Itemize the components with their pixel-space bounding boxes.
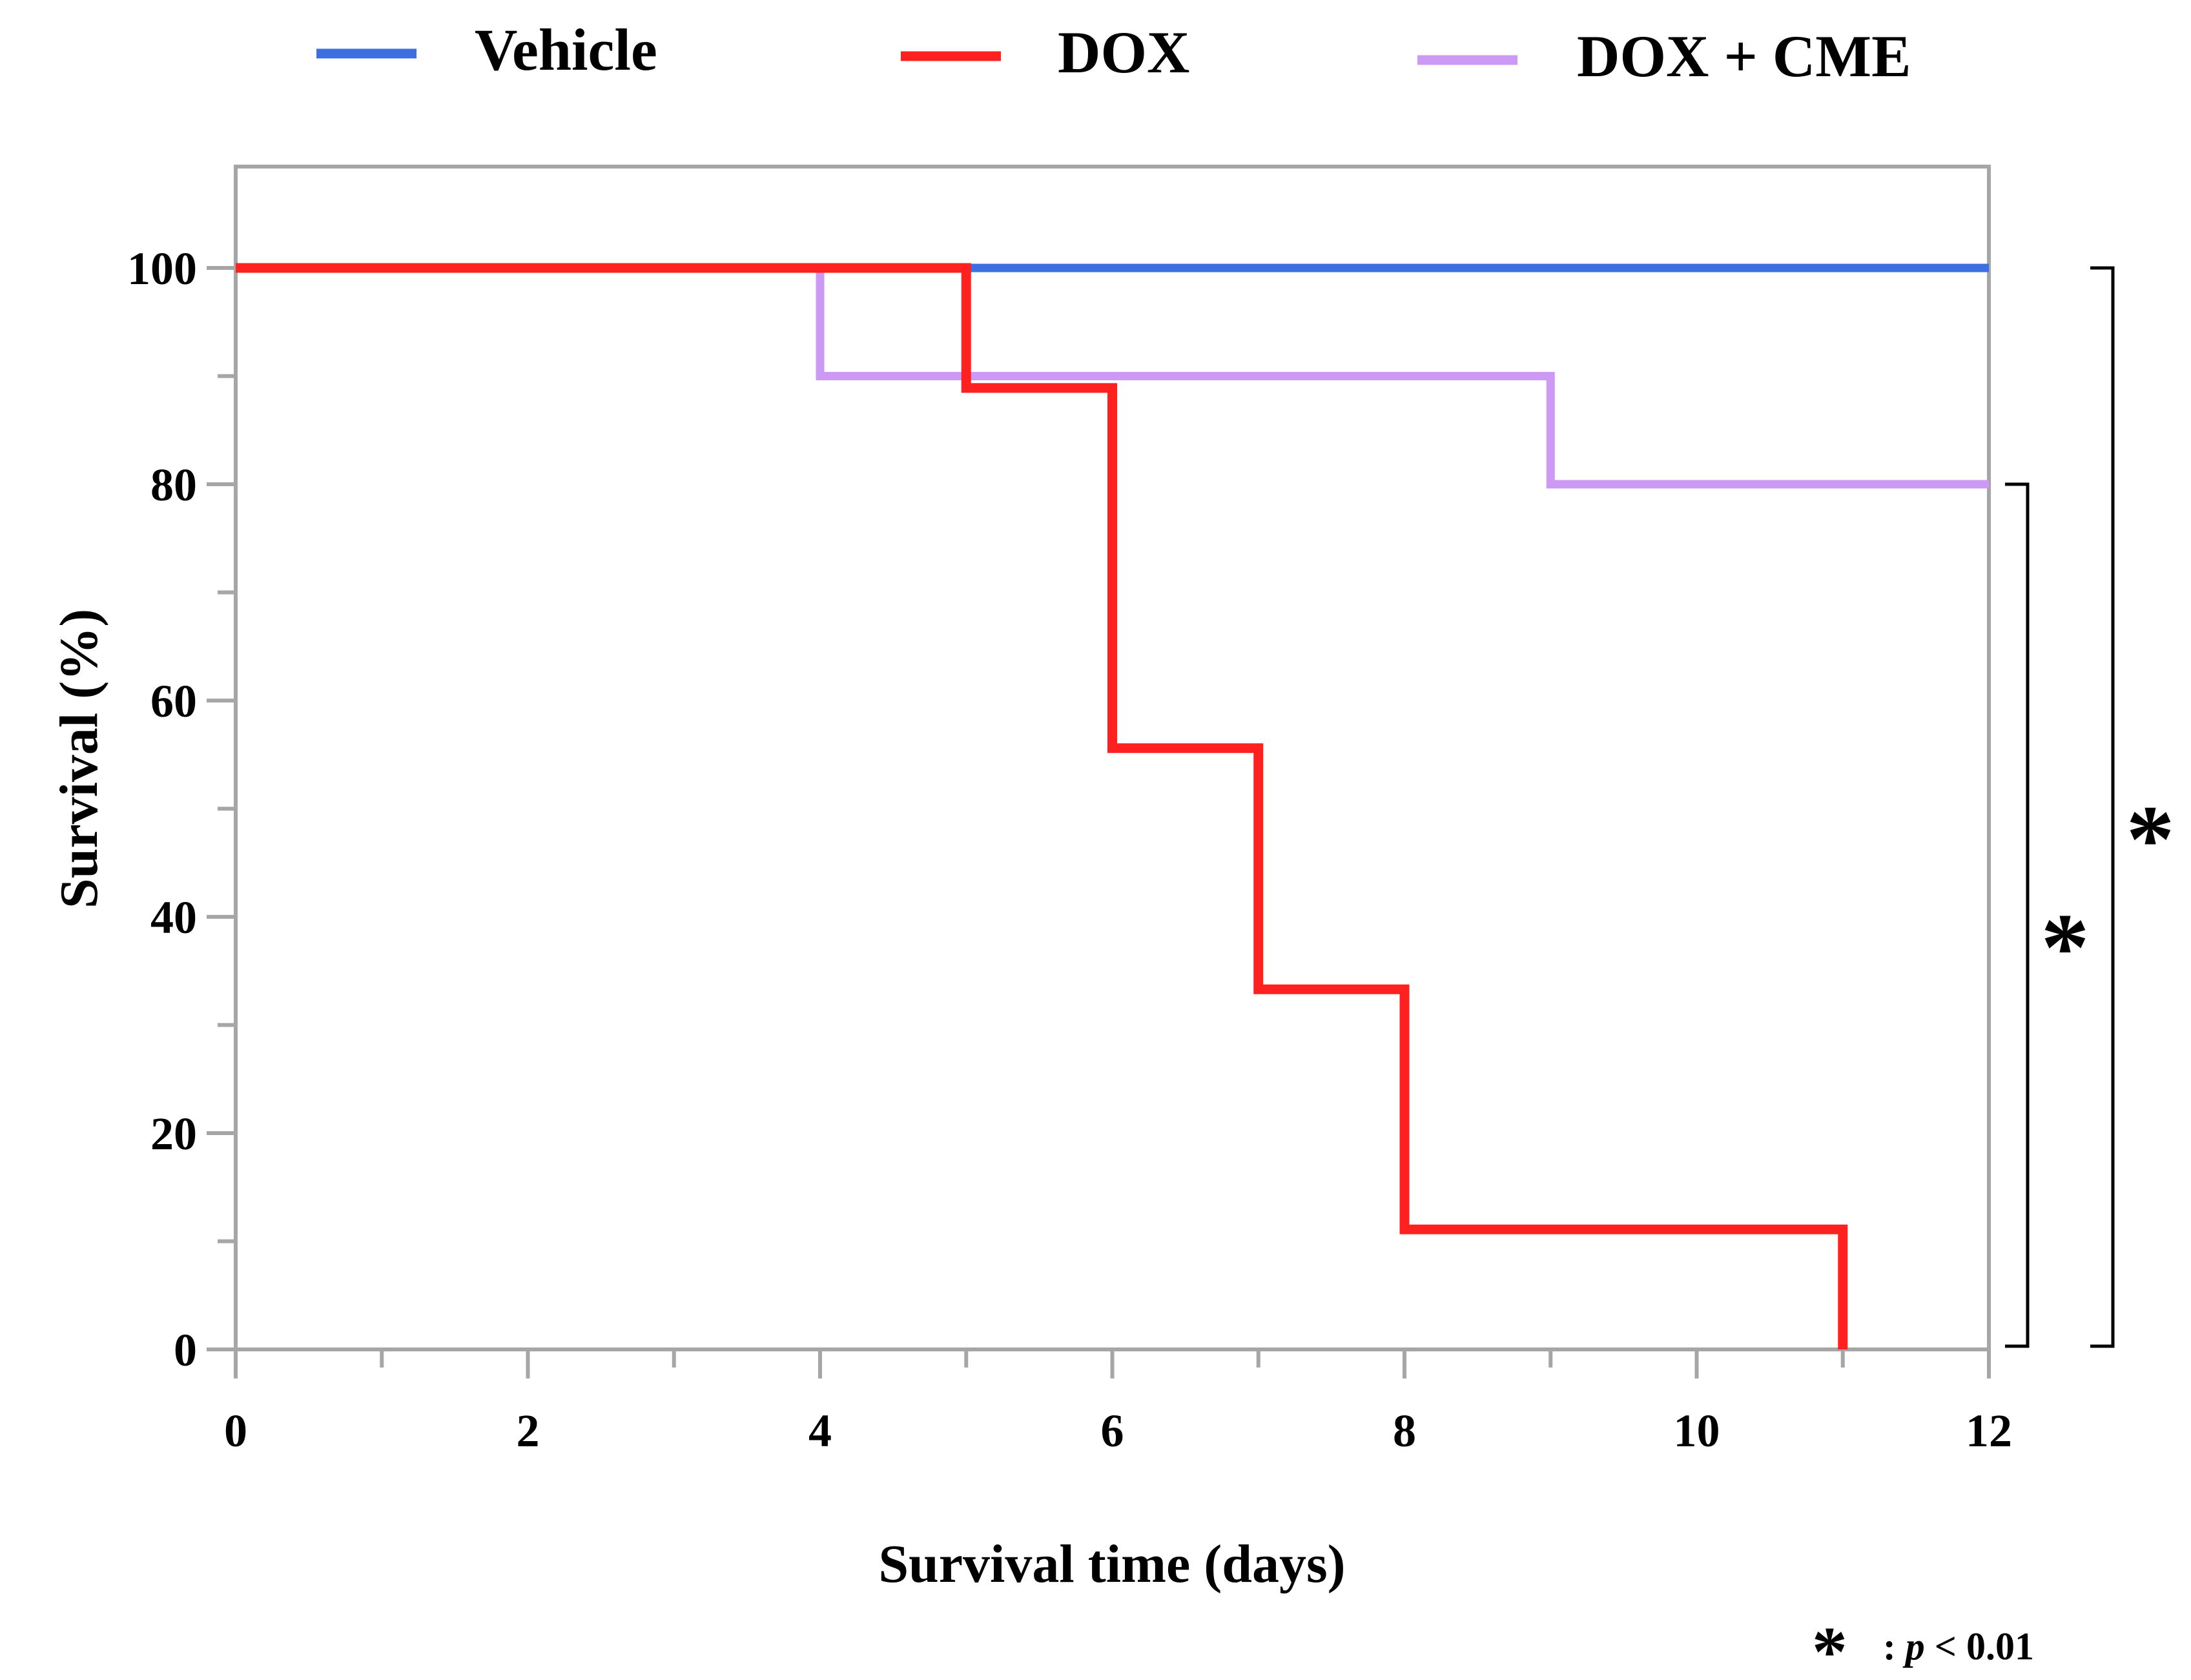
significance-star-1: * xyxy=(2041,894,2090,1001)
plot-frame xyxy=(234,165,1991,1351)
footnote-prefix: : xyxy=(1883,1625,1906,1668)
x-tick-label-2: 2 xyxy=(517,1405,540,1457)
y-tick-label-80: 80 xyxy=(150,459,197,511)
legend-label-dox-cme: DOX + CME xyxy=(1577,23,1911,89)
footnote-star: * xyxy=(1812,1612,1847,1680)
y-tick-label-100: 100 xyxy=(127,243,197,294)
x-tick-label-10: 10 xyxy=(1674,1405,1720,1457)
y-axis: 0 20 40 60 80 100 xyxy=(127,243,236,1376)
y-axis-title: Survival (%) xyxy=(49,609,109,908)
significance-brackets: ** xyxy=(2005,266,2175,1348)
y-tick-label-60: 60 xyxy=(150,675,197,727)
x-tick-label-6: 6 xyxy=(1101,1405,1124,1457)
footnote-p-symbol: p xyxy=(1902,1625,1925,1668)
y-tick-label-0: 0 xyxy=(174,1324,197,1376)
x-axis: 0 2 4 6 8 10 12 xyxy=(224,1349,2012,1457)
y-tick-label-40: 40 xyxy=(150,892,197,943)
significance-star-2: * xyxy=(2126,786,2175,893)
series-lines xyxy=(236,263,1989,1349)
footnote: * : p < 0.01 xyxy=(1812,1612,2034,1680)
x-tick-label-12: 12 xyxy=(1966,1405,2012,1457)
significance-bracket-2 xyxy=(2090,266,2115,1348)
footnote-suffix: < 0.01 xyxy=(1935,1625,2034,1668)
legend: Vehicle DOX DOX + CME xyxy=(316,17,1911,89)
x-tick-label-8: 8 xyxy=(1393,1405,1416,1457)
legend-label-dox: DOX xyxy=(1058,19,1189,85)
significance-bracket-1 xyxy=(2005,482,2030,1348)
series-line-dox xyxy=(236,263,1848,1349)
legend-label-vehicle: Vehicle xyxy=(475,17,657,83)
x-axis-title: Survival time (days) xyxy=(878,1534,1345,1594)
y-tick-label-20: 20 xyxy=(150,1108,197,1160)
x-tick-label-0: 0 xyxy=(224,1405,247,1457)
x-tick-label-4: 4 xyxy=(808,1405,832,1457)
